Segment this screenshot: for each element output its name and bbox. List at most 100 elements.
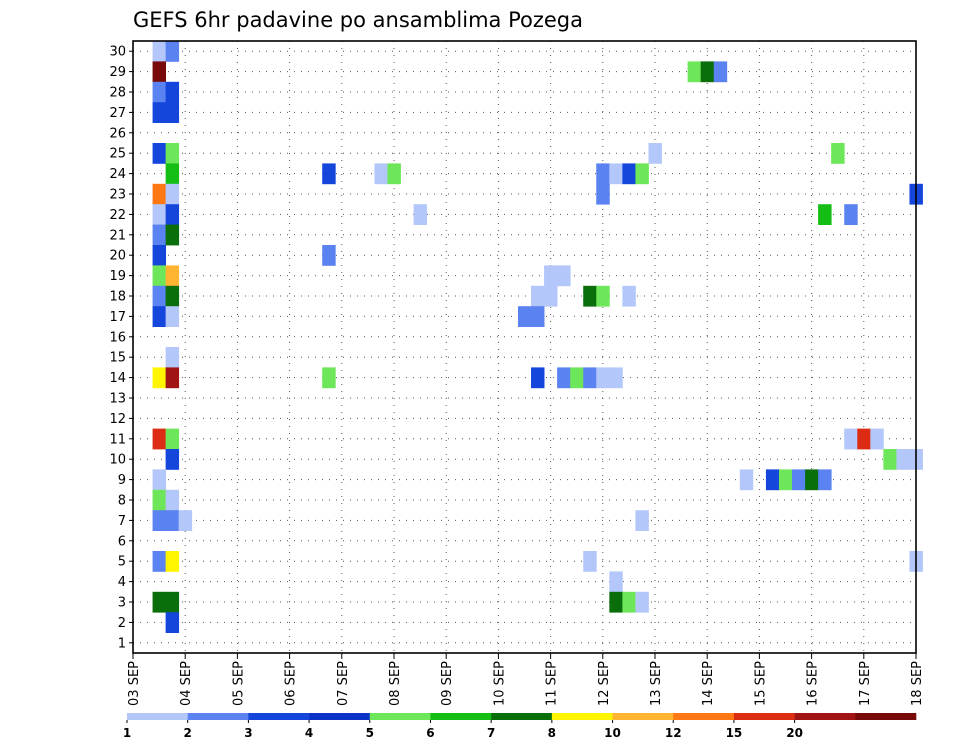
heatmap-cell xyxy=(152,81,167,103)
colorbar-label: 12 xyxy=(665,726,682,740)
y-tick-label: 27 xyxy=(109,106,126,121)
colorbar-swatch xyxy=(794,713,856,720)
heatmap-cell xyxy=(818,469,832,491)
colorbar: 1 2 3 4 5 6 7 8 10 12 15 20 xyxy=(123,713,917,740)
colorbar-label: 3 xyxy=(244,726,252,740)
x-tick-label: 17 SEP xyxy=(858,661,873,706)
heatmap-cell xyxy=(544,285,558,307)
y-tick-label: 7 xyxy=(118,514,126,529)
y-tick-label: 14 xyxy=(109,371,126,386)
y-tick-label: 6 xyxy=(118,534,126,549)
heatmap-cell xyxy=(713,61,728,83)
colorbar-label: 5 xyxy=(366,726,374,740)
heatmap-cell xyxy=(152,510,167,531)
heatmap-cell xyxy=(152,143,167,164)
y-tick-label: 2 xyxy=(118,616,126,631)
heatmap-cell xyxy=(648,143,662,164)
heatmap-cell xyxy=(531,367,545,389)
colorbar-swatch xyxy=(309,713,371,720)
heatmap-cell xyxy=(152,428,167,450)
heatmap-cell xyxy=(178,510,193,531)
y-tick-label: 30 xyxy=(109,45,126,60)
y-tick-label: 29 xyxy=(109,65,126,80)
heatmap-cell xyxy=(322,163,336,185)
x-tick-label: 15 SEP xyxy=(753,661,768,706)
heatmap-cell xyxy=(687,61,702,83)
x-tick-label: 09 SEP xyxy=(440,661,455,706)
y-tick-label: 16 xyxy=(109,330,126,345)
heatmap-cell xyxy=(622,591,636,613)
heatmap-cell xyxy=(531,306,545,327)
y-tick-label: 26 xyxy=(109,126,126,141)
heatmap-cell xyxy=(152,265,167,287)
x-axis: 03 SEP 04 SEP 05 SEP 06 SEP 07 SEP 08 SEP 09 S… xyxy=(127,653,925,706)
heatmap-cell xyxy=(165,183,180,205)
heatmap-cell xyxy=(544,265,558,287)
heatmap-cell xyxy=(165,41,180,62)
y-tick-label: 20 xyxy=(109,249,126,264)
heatmap-cell xyxy=(818,204,832,225)
heatmap-cell xyxy=(165,306,180,327)
heatmap-cell xyxy=(165,449,180,470)
colorbar-swatch xyxy=(673,713,735,720)
colorbar-label: 20 xyxy=(786,726,803,740)
heatmap-cell xyxy=(896,449,910,470)
y-tick-label: 5 xyxy=(118,555,126,570)
grid-lines xyxy=(132,41,917,653)
heatmap-cell xyxy=(622,285,636,307)
heatmap-cell xyxy=(413,204,428,225)
heatmap-cell xyxy=(557,265,571,287)
y-tick-label: 19 xyxy=(109,269,126,284)
heatmap-cell xyxy=(152,204,167,225)
heatmap-cell xyxy=(322,245,336,266)
y-tick-label: 21 xyxy=(109,228,126,243)
colorbar-label: 4 xyxy=(305,726,313,740)
heatmap-cell xyxy=(700,61,715,83)
x-tick-label: 18 SEP xyxy=(910,661,925,706)
y-tick-label: 28 xyxy=(109,86,126,101)
y-tick-label: 24 xyxy=(109,167,126,182)
heatmap-cell xyxy=(531,285,545,307)
heatmap-cell xyxy=(165,143,180,164)
x-tick-label: 04 SEP xyxy=(179,661,194,706)
heatmap-cell xyxy=(152,285,167,307)
colorbar-label: 7 xyxy=(487,726,495,740)
heatmap-cell xyxy=(609,367,623,389)
x-tick-label: 06 SEP xyxy=(284,661,299,706)
heatmap-cell xyxy=(609,163,623,185)
heatmap-cell xyxy=(152,41,167,62)
colorbar-swatch xyxy=(369,713,431,720)
colorbar-swatch xyxy=(612,713,674,720)
colorbar-label: 8 xyxy=(548,726,556,740)
heatmap-cell xyxy=(739,469,754,491)
colorbar-label: 2 xyxy=(184,726,192,740)
heatmap-cell xyxy=(805,469,819,491)
heatmap-cell xyxy=(152,245,167,266)
y-tick-label: 22 xyxy=(109,208,126,223)
heatmap-cell xyxy=(165,551,180,572)
x-tick-label: 07 SEP xyxy=(336,661,351,706)
heatmap-cell xyxy=(322,367,336,389)
y-tick-label: 8 xyxy=(118,494,126,509)
x-tick-label: 14 SEP xyxy=(701,661,716,706)
heatmap-cell xyxy=(609,591,623,613)
heatmap-cell xyxy=(165,102,180,123)
y-tick-label: 9 xyxy=(118,473,126,488)
data-cells xyxy=(152,41,923,633)
colorbar-swatch xyxy=(127,713,188,720)
heatmap-cell xyxy=(622,163,636,185)
heatmap-cell xyxy=(165,612,180,633)
heatmap-cell xyxy=(635,510,649,531)
colorbar-swatch xyxy=(855,713,917,720)
plot-frame xyxy=(132,40,917,654)
heatmap-cell xyxy=(152,61,167,83)
y-tick-label: 23 xyxy=(109,188,126,203)
x-tick-label: 12 SEP xyxy=(597,661,612,706)
colorbar-swatch xyxy=(491,713,553,720)
heatmap-cell xyxy=(165,204,180,225)
colorbar-label: 10 xyxy=(604,726,621,740)
x-tick-label: 11 SEP xyxy=(545,661,560,706)
y-tick-label: 1 xyxy=(118,636,126,651)
heatmap-cell xyxy=(583,285,597,307)
